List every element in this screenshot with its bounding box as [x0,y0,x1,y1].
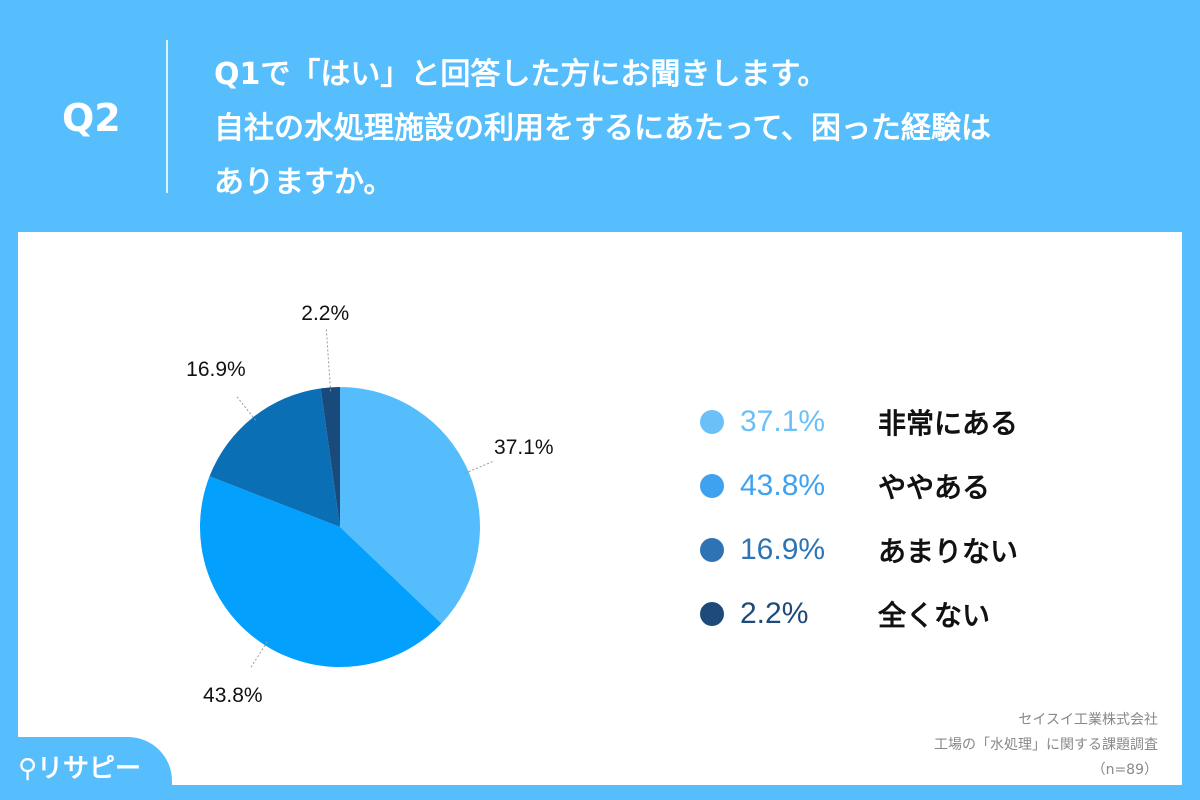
legend-label: あまりない [878,535,1019,568]
data-label: 37.1% [494,436,554,460]
legend-dot [700,602,724,626]
leader-line [464,460,495,474]
source-company: セイスイ工業株式会社 [1018,712,1158,728]
pie-slice [340,387,481,624]
legend-percent: 43.8% [740,469,826,502]
pie-slice [209,388,340,527]
legend-label: ややある [878,471,991,504]
question-line: Q1で「はい」と回答した方にお聞きします。 [214,57,828,92]
source-sample: （n=89） [1091,762,1158,778]
legend-percent: 16.9% [740,533,826,566]
data-label: 16.9% [186,358,246,382]
pie-slice [199,476,442,668]
legend-label: 非常にある [878,407,1019,440]
question-line: 自社の水処理施設の利用をするにあたって、困った経験は [214,111,991,146]
legend-item: 37.1% 非常にある [700,390,1018,454]
pie-slice [320,387,340,527]
question-line: ありますか。 [214,165,394,200]
leader-line [249,641,268,670]
data-label: 2.2% [301,301,350,325]
legend-label: 全くない [878,599,991,632]
logo: ⚲リサピー [18,748,141,785]
legend-item: 2.2% 全くない [700,582,1018,646]
logo-text: リサピー [37,754,142,784]
data-label: 43.8% [203,683,263,707]
question-text: Q1で「はい」と回答した方にお聞きします。 自社の水処理施設の利用をするにあたっ… [214,48,991,210]
legend-dot [700,538,724,562]
source-survey: 工場の「水処理」に関する課題調査 [934,737,1158,753]
legend-percent: 37.1% [740,405,826,438]
legend-percent: 2.2% [740,597,809,630]
pin-icon: ⚲ [18,754,38,784]
legend-dot [700,474,724,498]
leader-line [325,327,332,392]
question-number: Q2 [62,96,121,140]
legend-item: 16.9% あまりない [700,518,1018,582]
legend: 37.1% 非常にある 43.8% ややある 16.9% あまりない 2.2% 全くない [700,390,1018,646]
leader-line [235,394,257,421]
header-divider [166,40,168,193]
legend-dot [700,410,724,434]
legend-item: 43.8% ややある [700,454,1018,518]
source-note: セイスイ工業株式会社 工場の「水処理」に関する課題調査 （n=89） [934,708,1158,783]
logo-tab [0,737,172,800]
